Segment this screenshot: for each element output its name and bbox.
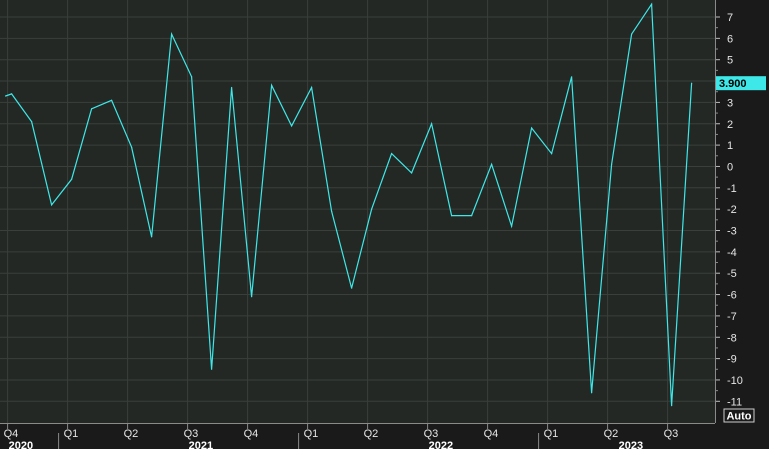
data-point bbox=[471, 215, 473, 217]
data-point bbox=[451, 215, 453, 217]
data-point bbox=[391, 153, 393, 155]
x-tick-label: Q2 bbox=[604, 428, 619, 440]
data-point bbox=[291, 125, 293, 127]
auto-scale-button-label[interactable]: Auto bbox=[726, 411, 751, 423]
last-value-badge: 3.900 bbox=[716, 76, 766, 91]
x-tick-label: Q4 bbox=[244, 428, 259, 440]
year-label: 2023 bbox=[619, 440, 643, 449]
last-value-badge-box bbox=[716, 76, 766, 91]
date-axis-panel bbox=[0, 423, 715, 449]
y-tick-label: -1 bbox=[727, 183, 737, 195]
y-tick-label: 1 bbox=[727, 140, 733, 152]
x-tick-label: Q4 bbox=[484, 428, 499, 440]
grid bbox=[0, 0, 715, 423]
data-point bbox=[151, 236, 153, 238]
y-tick-label: -4 bbox=[727, 247, 737, 259]
data-point bbox=[111, 99, 113, 101]
data-point bbox=[211, 368, 213, 370]
data-point bbox=[511, 225, 513, 227]
data-point bbox=[491, 163, 493, 165]
data-point bbox=[671, 405, 673, 407]
data-point bbox=[171, 33, 173, 35]
y-tick-label: -8 bbox=[727, 332, 737, 344]
x-tick-label: Q2 bbox=[124, 428, 139, 440]
x-axis: Q4 Q1 Q2 Q3 Q4 Q1 Q2 Q3 Q4 Q1 Q2 Q3 2020 2021 2022 2023 bbox=[0, 423, 715, 449]
x-tick-label: Q1 bbox=[304, 428, 319, 440]
y-tick-label: -10 bbox=[727, 375, 743, 387]
y-tick-label: -9 bbox=[727, 354, 737, 366]
y-tick-label: -3 bbox=[727, 226, 737, 238]
x-tick-label: Q3 bbox=[664, 428, 679, 440]
data-point bbox=[31, 121, 33, 123]
y-tick-label: 0 bbox=[727, 161, 733, 173]
y-tick-label: -2 bbox=[727, 204, 737, 216]
axis-panel bbox=[715, 0, 769, 449]
data-point bbox=[191, 76, 193, 78]
auto-scale-button[interactable]: Auto bbox=[723, 408, 755, 423]
data-point bbox=[411, 172, 413, 174]
data-point bbox=[571, 76, 573, 78]
data-point bbox=[131, 146, 133, 148]
data-point bbox=[11, 93, 13, 95]
y-tick-label: -7 bbox=[727, 311, 737, 323]
x-tick-label: Q1 bbox=[544, 428, 559, 440]
series-layer bbox=[5, 2, 693, 407]
data-point bbox=[71, 178, 73, 180]
data-point bbox=[251, 296, 253, 298]
plot-background bbox=[0, 0, 715, 423]
y-tick-label: 6 bbox=[727, 33, 733, 45]
data-point bbox=[631, 33, 633, 35]
year-label: 2020 bbox=[9, 440, 33, 449]
data-point bbox=[271, 84, 273, 86]
data-point bbox=[431, 123, 433, 125]
data-point bbox=[691, 82, 693, 84]
data-point bbox=[611, 163, 613, 165]
data-point bbox=[351, 287, 353, 289]
data-point bbox=[531, 127, 533, 129]
data-point bbox=[5, 95, 7, 97]
auto-scale-button-frame[interactable] bbox=[723, 408, 755, 423]
data-point bbox=[311, 86, 313, 89]
data-point bbox=[371, 208, 373, 210]
data-point bbox=[551, 153, 553, 155]
data-point bbox=[231, 86, 233, 89]
data-point bbox=[651, 3, 653, 5]
series-line bbox=[5, 2, 693, 406]
y-tick-label: 3 bbox=[727, 97, 733, 109]
x-tick-label: Q1 bbox=[64, 428, 79, 440]
y-tick-label: -11 bbox=[727, 396, 742, 408]
data-point bbox=[91, 108, 93, 110]
data-point bbox=[591, 392, 593, 394]
x-tick-label: Q3 bbox=[184, 428, 199, 440]
x-tick-label: Q2 bbox=[364, 428, 379, 440]
last-value-badge-text: 3.900 bbox=[719, 78, 747, 90]
x-tick-label: Q4 bbox=[4, 428, 19, 440]
data-point bbox=[51, 204, 53, 206]
y-tick-label: -6 bbox=[727, 290, 737, 302]
y-tick-label: 5 bbox=[727, 55, 733, 67]
y-tick-label: 7 bbox=[727, 12, 733, 24]
y-tick-label: 2 bbox=[727, 119, 733, 131]
data-point bbox=[331, 210, 333, 212]
year-label: 2022 bbox=[429, 440, 453, 449]
y-tick-label: -5 bbox=[727, 268, 737, 280]
year-label: 2021 bbox=[189, 440, 213, 449]
x-tick-label: Q3 bbox=[424, 428, 439, 440]
